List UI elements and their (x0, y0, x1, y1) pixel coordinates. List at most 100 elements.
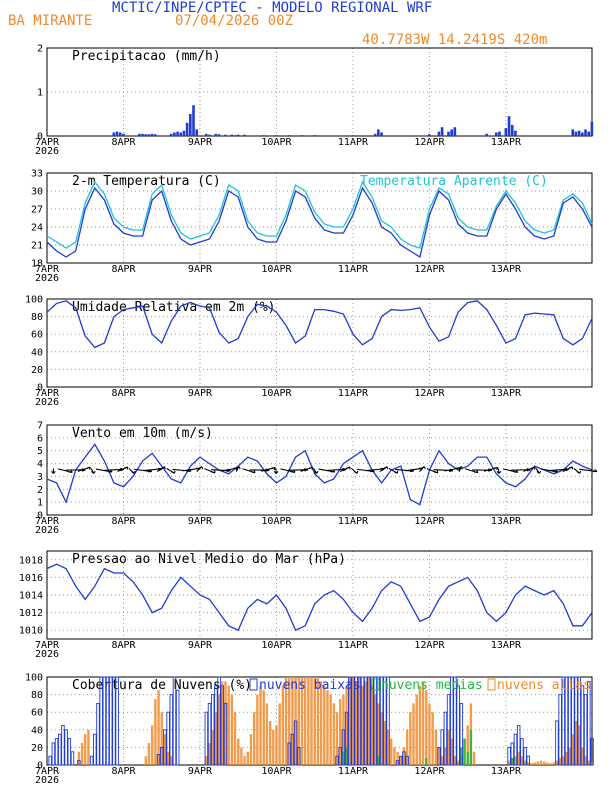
high-cloud-bar (364, 681, 367, 765)
low-cloud-bar (57, 733, 62, 766)
high-cloud-bar (284, 677, 288, 765)
low-cloud-bar (344, 711, 349, 766)
high-cloud-bar (558, 757, 562, 765)
y-tick-label: 27 (31, 205, 43, 216)
y-tick-label: 1018 (19, 555, 43, 566)
low-cloud-bar (293, 720, 298, 766)
x-year-label: 2026 (35, 273, 59, 284)
wind-arrow-head (568, 466, 573, 470)
wind-arrow-head (236, 466, 241, 470)
wind-arrow-head (346, 466, 351, 470)
header-run: 07/04/2026 00Z (175, 13, 293, 29)
high-cloud-bar (466, 725, 469, 765)
precip-bar (428, 134, 431, 136)
y-tick-label: 6 (37, 433, 43, 444)
mid-cloud-bar (469, 729, 473, 765)
high-cloud-bar (297, 677, 300, 765)
y-tick-label: 20 (31, 365, 43, 376)
high-cloud-bar (265, 703, 269, 765)
x-tick-label: 10APR (261, 516, 292, 527)
y-tick-label: 0 (37, 761, 43, 772)
wind-arrow (327, 468, 347, 471)
precip-bar (584, 129, 587, 136)
x-year-label: 2026 (35, 525, 59, 536)
apparent-temperature-line (46, 180, 593, 249)
high-cloud-bar (587, 760, 591, 765)
low-cloud-bar (386, 676, 390, 766)
low-cloud-bar (48, 755, 52, 766)
x-tick-label: 10APR (261, 388, 292, 399)
mid-cloud-bar (342, 751, 345, 765)
high-cloud-bar (348, 677, 351, 765)
precip-bar (204, 133, 208, 136)
header-location: 40.7783W 14.2419S 420m (362, 32, 547, 48)
y-tick-label: 40 (31, 347, 43, 358)
low-cloud-bar (166, 711, 170, 766)
precip-bar (182, 130, 186, 136)
high-cloud-bar (307, 677, 310, 765)
high-cloud-bar (157, 690, 160, 765)
x-tick-label: 7APR (35, 640, 60, 651)
low-cloud-bar (287, 742, 291, 766)
low-cloud-bar (70, 751, 75, 766)
legend-swatch (371, 678, 380, 691)
low-cloud-bar (402, 751, 406, 766)
high-cloud-bar (313, 677, 316, 765)
high-cloud-bar (316, 677, 320, 765)
humidity-line (46, 300, 593, 349)
x-tick-label: 10APR (261, 264, 292, 275)
low-cloud-bar (571, 676, 575, 766)
high-cloud-bar (300, 677, 304, 765)
wind-arrow-head (86, 466, 91, 470)
low-cloud-bar (399, 755, 403, 766)
high-cloud-bar (539, 760, 543, 765)
y-tick-label: 60 (31, 708, 43, 719)
high-cloud-bar (412, 703, 415, 765)
high-cloud-bar (84, 734, 87, 765)
y-tick-label: 1016 (19, 573, 43, 584)
high-cloud-bar (214, 712, 218, 765)
precip-bar (377, 129, 380, 136)
plot-frame (46, 550, 593, 640)
x-tick-label: 12APR (414, 388, 445, 399)
wind-arrow-head (51, 471, 56, 474)
precip-bar (507, 116, 511, 136)
high-cloud-bar (323, 685, 326, 765)
wind-arrow-head (421, 466, 426, 470)
low-cloud-bar (453, 676, 457, 766)
y-tick-label: 1 (37, 88, 43, 99)
x-tick-label: 8APR (111, 516, 136, 527)
low-cloud-bar (54, 738, 59, 766)
panel-title: Precipitacao (mm/h) (72, 49, 221, 64)
high-cloud-bar (571, 734, 575, 765)
x-tick-label: 10APR (261, 137, 292, 148)
high-cloud-bar (453, 756, 457, 765)
high-cloud-bar (80, 743, 84, 765)
low-cloud-bar (373, 676, 378, 766)
low-cloud-bar (510, 742, 515, 766)
high-cloud-bar (520, 756, 524, 765)
y-tick-label: 7 (37, 421, 43, 432)
low-cloud-bar (290, 733, 295, 766)
y-tick-label: 2 (37, 44, 43, 55)
low-cloud-bar (370, 676, 374, 766)
low-cloud-bar (210, 694, 215, 766)
precip-bar (514, 130, 517, 136)
high-cloud-bar (259, 685, 262, 765)
precip-bar (122, 133, 125, 136)
low-cloud-bar (108, 676, 113, 766)
x-tick-label: 9APR (188, 388, 213, 399)
y-tick-label: 80 (31, 690, 43, 701)
precip-bar (373, 133, 377, 136)
high-cloud-bar (367, 677, 371, 765)
wind-arrow-head (91, 470, 96, 474)
low-cloud-bar (297, 746, 301, 766)
precip-bar (577, 130, 581, 136)
x-tick-label: 13APR (491, 264, 522, 275)
high-cloud-bar (418, 685, 422, 765)
high-cloud-bar (335, 712, 339, 765)
high-cloud-bar (584, 756, 587, 765)
high-cloud-bar (303, 677, 307, 765)
